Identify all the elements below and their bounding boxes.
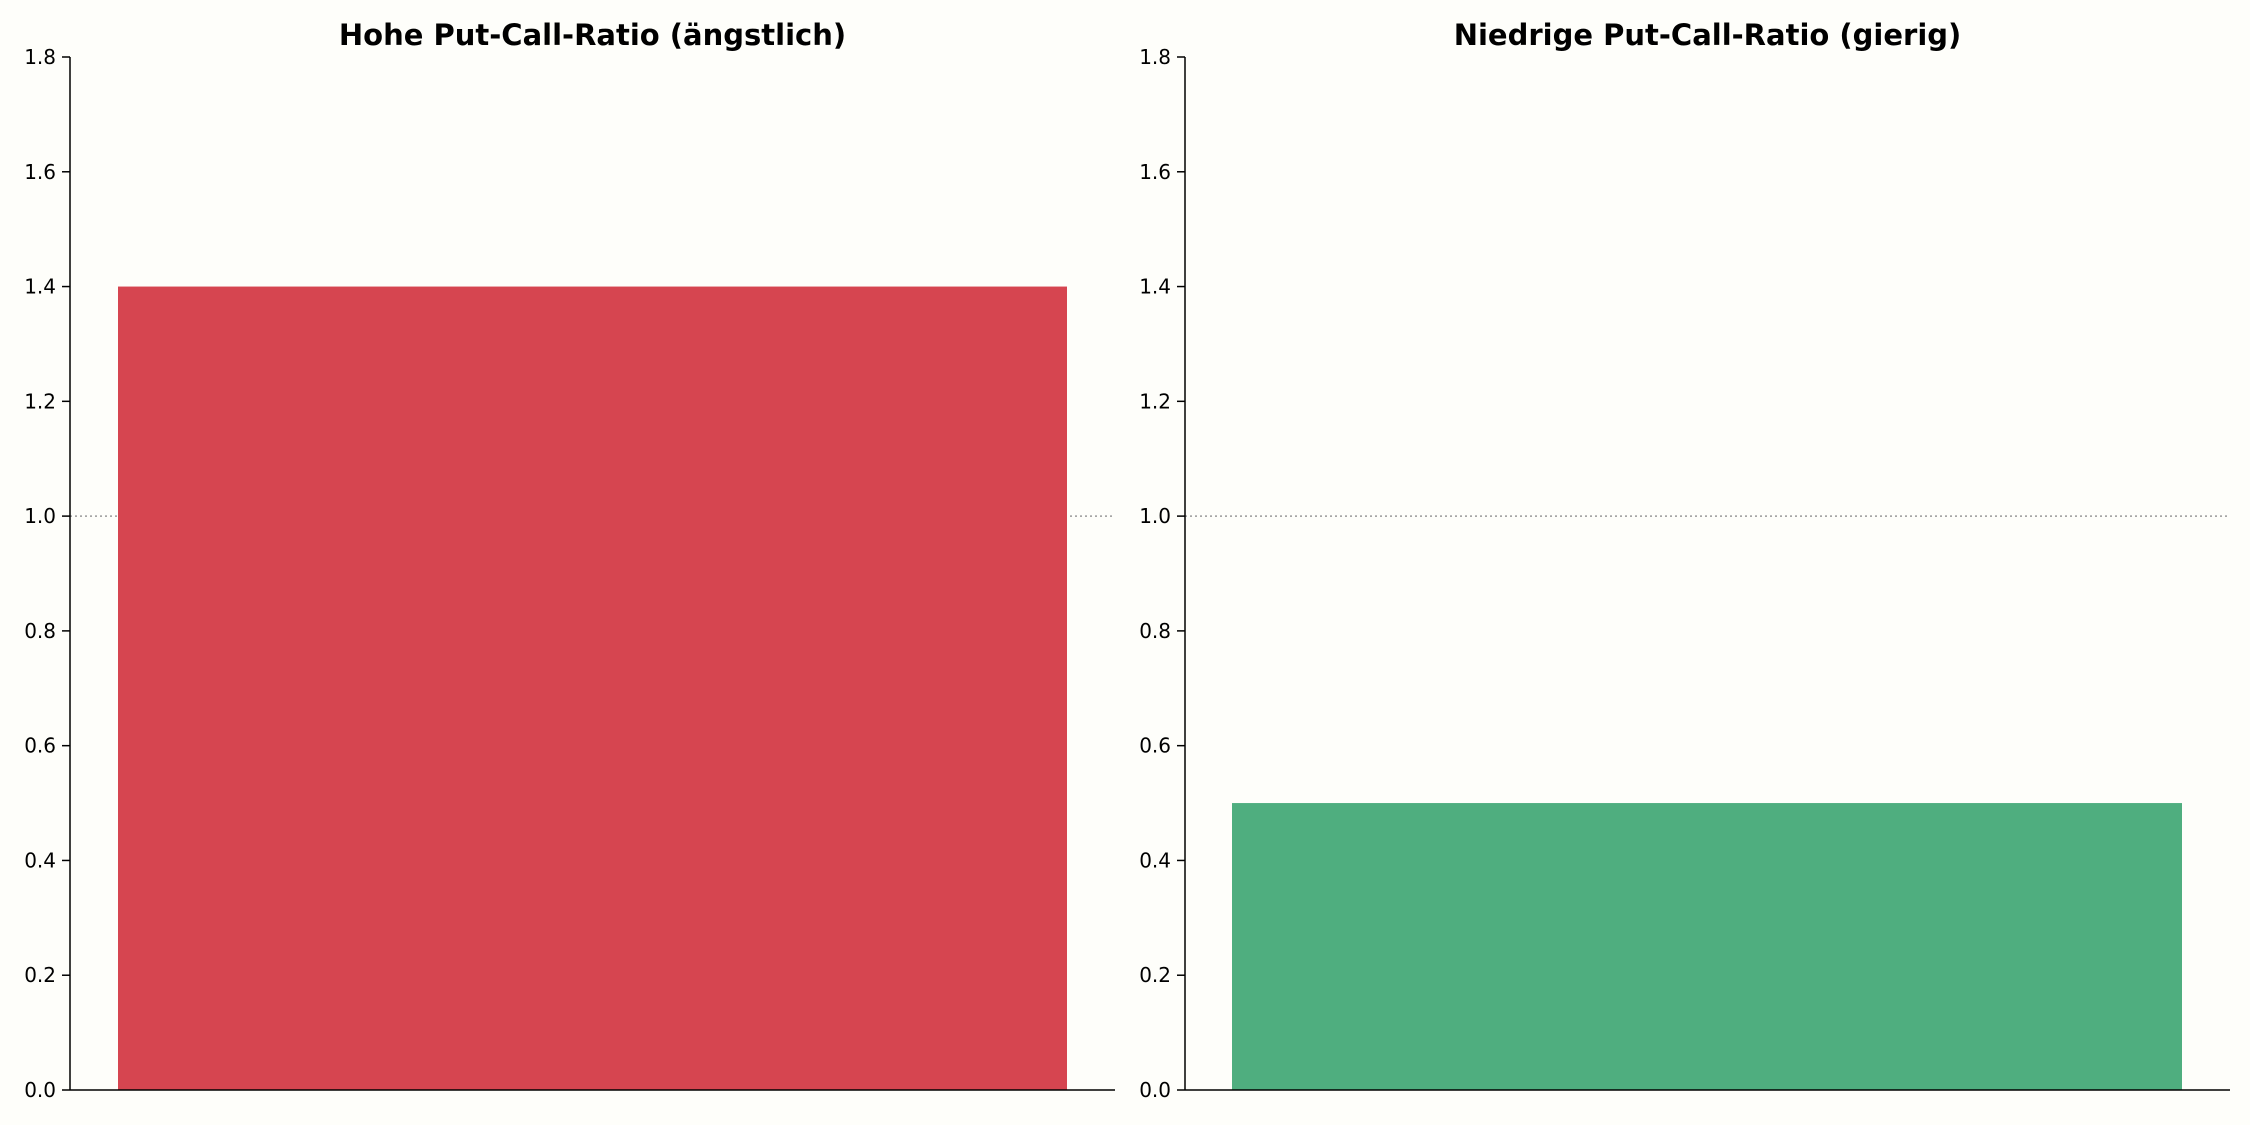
y-axis-ticks: 0.0 0.2 0.4 0.6 0.8 1.0 1.2 1.4 1.6 1.8: [24, 45, 70, 1102]
y-tick-label: 1.8: [24, 45, 56, 69]
y-tick-label: 1.2: [1139, 389, 1171, 413]
y-tick-label: 0.2: [24, 963, 56, 987]
y-tick-label: 1.4: [24, 275, 56, 299]
y-tick-label: 0.2: [1139, 963, 1171, 987]
y-tick-label: 0.6: [1139, 734, 1171, 758]
y-tick-label: 0.0: [24, 1078, 56, 1102]
panel-title: Niedrige Put-Call-Ratio (gierig): [1454, 18, 1962, 52]
y-tick-label: 0.4: [24, 848, 56, 872]
y-tick-label: 1.8: [1139, 45, 1171, 69]
y-tick-label: 1.0: [24, 504, 56, 528]
y-tick-label: 0.8: [1139, 619, 1171, 643]
panel-title: Hohe Put-Call-Ratio (ängstlich): [339, 18, 846, 52]
y-tick-label: 1.2: [24, 389, 56, 413]
panel-high-put-call-ratio: Hohe Put-Call-Ratio (ängstlich) 0.00.20.…: [24, 18, 1115, 1102]
y-tick-label: 1.6: [24, 160, 56, 184]
y-tick-label: 1.6: [1139, 160, 1171, 184]
y-tick-label: 0.0: [1139, 1078, 1171, 1102]
y-tick-label: 1.0: [1139, 504, 1171, 528]
bar-low-put-call-ratio: [1232, 803, 2182, 1090]
y-tick-label: 0.4: [1139, 848, 1171, 872]
y-tick-label: 0.6: [24, 734, 56, 758]
panel-low-put-call-ratio: Niedrige Put-Call-Ratio (gierig) 0.00.20…: [1139, 18, 2230, 1102]
y-tick-label: 1.4: [1139, 275, 1171, 299]
bar-high-put-call-ratio: [118, 286, 1067, 1090]
y-tick-label: 0.8: [24, 619, 56, 643]
y-axis-ticks: 0.0 0.2 0.4 0.6 0.8 1.0 1.2 1.4 1.6 1.8: [1139, 45, 1185, 1102]
